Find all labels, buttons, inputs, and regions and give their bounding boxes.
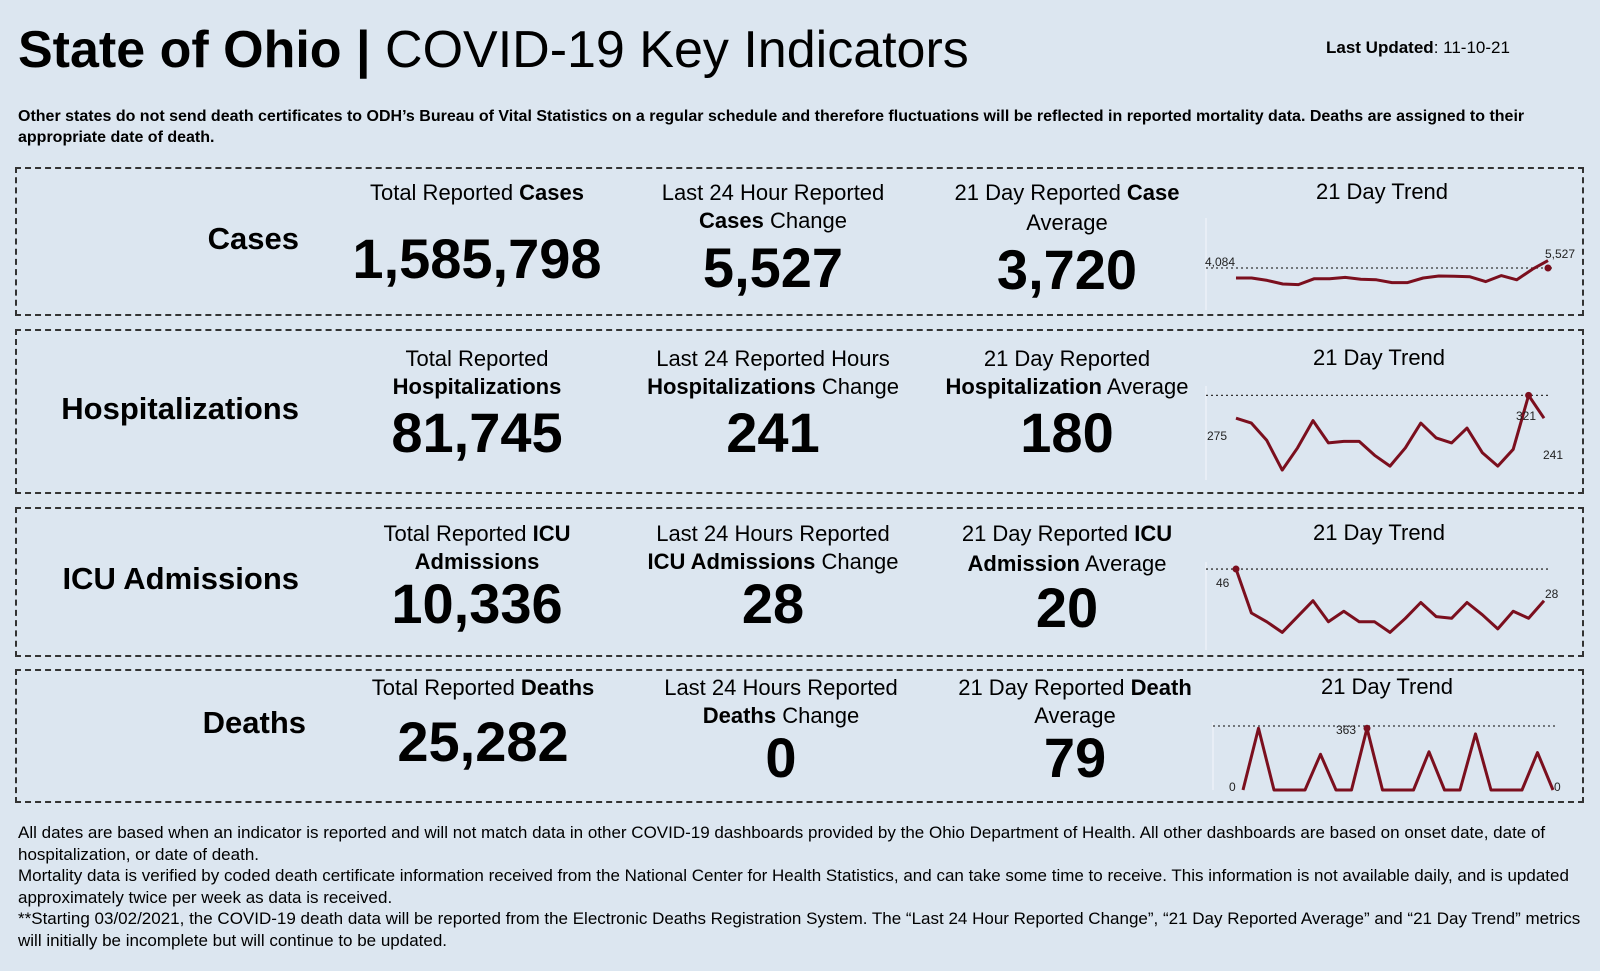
cases-change-value: 5,527 — [702, 236, 844, 299]
total-deaths-metric: Total Reported Deaths 25,282 — [323, 674, 643, 772]
hospitalizations-panel: Hospitalizations Total Reported Hospital… — [15, 329, 1584, 494]
icu-avg-label-line1: 21 Day Reported ICU — [961, 521, 1173, 546]
deaths-panel: Deaths Total Reported Deaths 25,282 Last… — [15, 669, 1584, 803]
row-label-cases: Cases — [207, 221, 299, 256]
hospitalizations-change-label-line1: Last 24 Reported Hours — [656, 346, 890, 371]
footer-note-dates: All dates are based when an indicator is… — [18, 823, 1546, 864]
row-label-icu: ICU Admissions — [62, 561, 299, 596]
cases-avg-label-line2: Average — [1026, 210, 1108, 235]
deaths-avg-metric: 21 Day Reported Death Average 79 — [905, 674, 1245, 788]
icu-change-value: 28 — [741, 572, 805, 635]
title-subject: COVID-19 Key Indicators — [385, 21, 969, 79]
total-icu-value: 10,336 — [391, 572, 563, 635]
deaths-change-metric: Last 24 Hours Reported Deaths Change 0 — [611, 674, 951, 788]
total-hospitalizations-label-line2: Hospitalizations — [392, 374, 562, 399]
icu-panel: ICU Admissions Total Reported ICU Admiss… — [15, 507, 1584, 657]
row-label-deaths: Deaths — [202, 705, 306, 740]
deaths-avg-label-line1: 21 Day Reported Death — [958, 675, 1192, 700]
cases-avg-metric: 21 Day Reported Case Average 3,720 — [897, 179, 1237, 300]
last-updated-value: : 11-10-21 — [1433, 38, 1510, 57]
total-deaths-value: 25,282 — [397, 710, 569, 773]
hospitalizations-change-value: 241 — [726, 401, 820, 464]
total-icu-metric: Total Reported ICU Admissions 10,336 — [317, 520, 637, 634]
cases-panel: Cases Total Reported Cases 1,585,798 Las… — [15, 167, 1584, 316]
hospitalizations-avg-label-line2: Hospitalization Average — [945, 374, 1189, 399]
page-title: State of Ohio | COVID-19 Key Indicators — [18, 18, 969, 82]
total-hospitalizations-label-line1: Total Reported — [405, 346, 549, 371]
deaths-avg-value: 79 — [1043, 726, 1107, 789]
hospitalizations-avg-metric: 21 Day Reported Hospitalization Average … — [897, 345, 1237, 463]
title-state: State of Ohio | — [18, 21, 371, 79]
total-icu-label-line1: Total Reported ICU — [383, 521, 571, 546]
total-cases-metric: Total Reported Cases 1,585,798 — [317, 179, 637, 289]
deaths-change-label-line2: Deaths Change — [702, 703, 860, 728]
deaths-avg-label-line2: Average — [1034, 703, 1116, 728]
icu-change-label-line1: Last 24 Hours Reported — [656, 521, 890, 546]
hospitalizations-change-metric: Last 24 Reported Hours Hospitalizations … — [603, 345, 943, 463]
total-icu-label-line2: Admissions — [414, 549, 540, 574]
icu-change-label-line2: ICU Admissions Change — [647, 549, 899, 574]
icu-avg-value: 20 — [1035, 576, 1099, 639]
cases-trend-title: 21 Day Trend — [1315, 179, 1449, 204]
total-cases-label: Total Reported Cases — [369, 180, 585, 205]
icu-change-metric: Last 24 Hours Reported ICU Admissions Ch… — [603, 520, 943, 634]
cases-avg-label-line1: 21 Day Reported Case — [954, 180, 1180, 205]
deaths-change-label-line1: Last 24 Hours Reported — [664, 675, 898, 700]
hospitalizations-avg-label-line1: 21 Day Reported — [983, 346, 1151, 371]
hospitalizations-trend-title: 21 Day Trend — [1312, 345, 1446, 370]
icu-trend-title: 21 Day Trend — [1312, 520, 1446, 545]
total-hospitalizations-value: 81,745 — [391, 401, 563, 464]
footer-note-edrs: **Starting 03/02/2021, the COVID-19 deat… — [18, 909, 1581, 950]
last-updated: Last Updated: 11-10-21 — [1326, 38, 1510, 58]
total-deaths-label: Total Reported Deaths — [371, 675, 595, 700]
icu-avg-metric: 21 Day Reported ICU Admission Average 20 — [897, 520, 1237, 638]
footer-notes: All dates are based when an indicator is… — [18, 822, 1593, 951]
deaths-change-value: 0 — [765, 726, 797, 789]
cases-change-label-line1: Last 24 Hour Reported — [661, 180, 885, 205]
total-cases-value: 1,585,798 — [352, 227, 602, 290]
total-hospitalizations-metric: Total Reported Hospitalizations 81,745 — [317, 345, 637, 463]
disclaimer: Other states do not send death certifica… — [18, 108, 1525, 146]
hospitalizations-change-label-line2: Hospitalizations Change — [647, 374, 899, 399]
icu-avg-label-line2: Admission Average — [967, 551, 1167, 576]
hospitalizations-avg-value: 180 — [1020, 401, 1114, 464]
cases-avg-value: 3,720 — [996, 238, 1138, 301]
deaths-trend-title: 21 Day Trend — [1320, 674, 1454, 699]
last-updated-label: Last Updated — [1326, 38, 1434, 57]
footer-note-mortality: Mortality data is verified by coded deat… — [18, 866, 1569, 907]
row-label-hospitalizations: Hospitalizations — [61, 391, 299, 426]
cases-change-metric: Last 24 Hour Reported Cases Change 5,527 — [603, 179, 943, 298]
cases-change-label-line2: Cases Change — [698, 208, 848, 233]
